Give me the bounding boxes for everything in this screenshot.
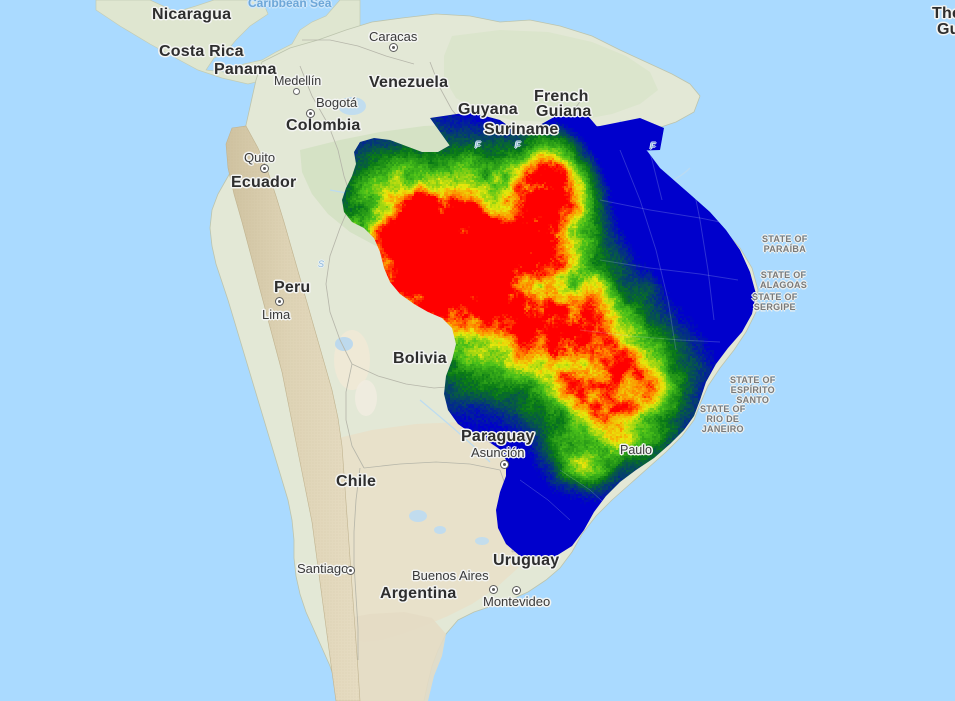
country-label-paraguay[interactable]: Paraguay (461, 428, 535, 445)
city-label-medellín[interactable]: Medellín (274, 74, 322, 88)
country-label-the[interactable]: The (932, 5, 955, 22)
country-label-uruguay[interactable]: Uruguay (493, 552, 560, 569)
city-marker-asunción-icon[interactable] (500, 460, 509, 469)
country-label-colombia[interactable]: Colombia (286, 117, 361, 134)
country-label-french[interactable]: French (534, 88, 589, 105)
city-label-asunción[interactable]: Asunción (471, 445, 525, 460)
city-marker-medellín-icon[interactable] (293, 88, 300, 95)
country-label-chile[interactable]: Chile (336, 473, 377, 490)
city-label-bogotá[interactable]: Bogotá (316, 95, 358, 110)
city-label-montevideo[interactable]: Montevideo (483, 594, 551, 609)
city-marker-bogotá-icon[interactable] (306, 109, 315, 118)
city-label-caracas[interactable]: Caracas (369, 29, 418, 44)
city-label-quito[interactable]: Quito (244, 150, 276, 165)
city-label-paulo[interactable]: Paulo (620, 443, 652, 457)
city-label-buenos-aires[interactable]: Buenos Aires (412, 568, 489, 583)
city-label-santiago[interactable]: Santiago (297, 561, 349, 576)
country-label-bolivia[interactable]: Bolivia (393, 350, 447, 367)
country-label-peru[interactable]: Peru (274, 279, 311, 296)
country-label-suriname[interactable]: Suriname (484, 121, 559, 138)
country-label-gu[interactable]: Gu (937, 21, 955, 38)
country-label-panama[interactable]: Panama (214, 61, 277, 78)
city-marker-buenos-aires-icon[interactable] (489, 585, 498, 594)
city-label-lima[interactable]: Lima (262, 307, 291, 322)
country-label-ecuador[interactable]: Ecuador (231, 174, 297, 191)
city-marker-montevideo-icon[interactable] (512, 586, 521, 595)
country-label-costa-rica[interactable]: Costa Rica (159, 43, 244, 60)
country-label-nicaragua[interactable]: Nicaragua (152, 6, 232, 23)
country-label-guyana[interactable]: Guyana (458, 101, 518, 118)
country-label-argentina[interactable]: Argentina (380, 585, 457, 602)
country-label-guiana[interactable]: Guiana (536, 103, 592, 120)
city-marker-santiago-icon[interactable] (346, 566, 355, 575)
city-marker-quito-icon[interactable] (260, 164, 269, 173)
city-marker-caracas-icon[interactable] (389, 43, 398, 52)
city-marker-lima-icon[interactable] (275, 297, 284, 306)
country-label-venezuela[interactable]: Venezuela (369, 74, 449, 91)
